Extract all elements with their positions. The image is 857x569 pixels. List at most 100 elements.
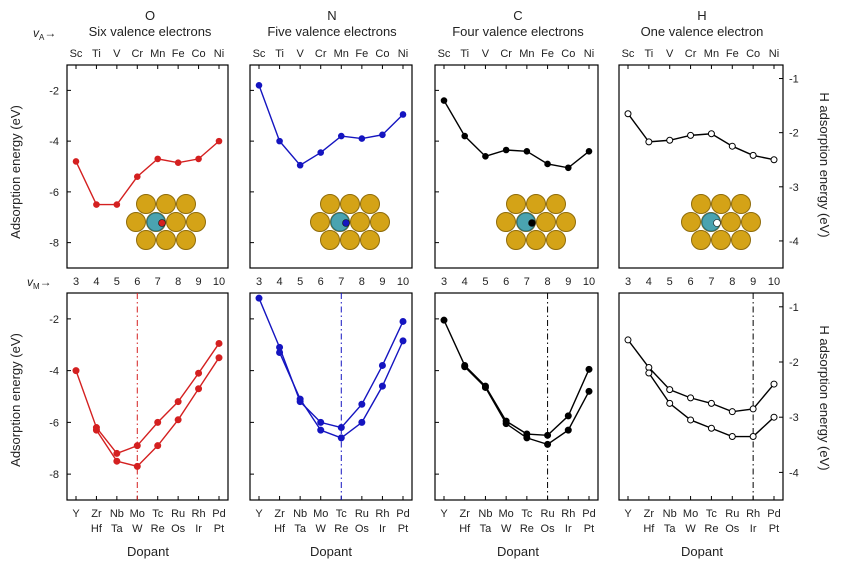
data-point xyxy=(133,173,141,180)
data-point xyxy=(72,367,80,375)
data-point xyxy=(358,400,366,408)
x-tick-label-5d: Ta xyxy=(111,523,124,535)
data-point xyxy=(399,317,407,325)
data-point xyxy=(770,380,778,388)
vm-tick-label: 5 xyxy=(114,276,120,288)
y-tick-label: -1 xyxy=(789,302,799,314)
x-tick-label-5d: Ir xyxy=(750,523,757,535)
x-tick-label: Sc xyxy=(438,48,451,60)
x-tick-label-4d: Ru xyxy=(725,508,739,520)
gold-atom xyxy=(186,212,206,232)
data-point xyxy=(687,416,695,424)
gold-atom xyxy=(536,212,556,232)
x-axis-label-n: Dopant xyxy=(310,544,352,559)
x-tick-label: Ti xyxy=(275,48,284,60)
data-point xyxy=(133,462,141,470)
gold-atom xyxy=(741,212,761,232)
data-point xyxy=(728,142,736,150)
x-tick-label-5d: Ir xyxy=(195,523,202,535)
series-line-4d xyxy=(75,343,220,455)
x-tick-label: Co xyxy=(375,48,389,60)
data-point xyxy=(195,155,202,163)
x-tick-label-5d: Ir xyxy=(379,523,386,535)
plot-frame xyxy=(66,64,229,269)
data-point xyxy=(72,158,80,165)
plot-frame xyxy=(618,64,784,269)
gold-atom xyxy=(721,212,741,232)
data-point xyxy=(440,97,448,104)
vm-tick-label: 3 xyxy=(73,276,79,288)
data-point xyxy=(585,365,593,373)
data-point xyxy=(215,354,223,362)
data-point xyxy=(378,382,386,390)
data-point xyxy=(687,394,695,402)
gold-atom xyxy=(526,230,546,250)
data-point xyxy=(707,130,715,138)
panel-title-h: H xyxy=(697,8,706,23)
data-point xyxy=(624,110,632,118)
x-tick-label-4d: Pd xyxy=(212,508,225,520)
series-line-4d xyxy=(258,297,404,429)
va-label: vA→ xyxy=(33,26,56,42)
plot-frame xyxy=(249,292,413,501)
data-point xyxy=(113,449,121,457)
data-point xyxy=(337,434,345,442)
vm-tick-label: 8 xyxy=(359,276,365,288)
x-tick-label-4d: Mo xyxy=(130,508,145,520)
chart-o-4d5d: -2 -4 -6 -8 3 4 5 6 7 8 9 10 Y Zr Nb Mo Tc Ru Rh Pd Hf Ta W Re O… xyxy=(49,276,229,535)
data-point xyxy=(523,434,531,442)
series-line-4d xyxy=(627,339,775,413)
x-tick-label: Fe xyxy=(172,48,185,60)
x-tick-label-4d: Ru xyxy=(171,508,185,520)
series-line-4d xyxy=(443,319,590,437)
gold-atom xyxy=(496,212,516,232)
x-tick-label-5d: Re xyxy=(704,523,718,535)
data-point xyxy=(564,164,572,172)
x-tick-label-4d: Tc xyxy=(706,508,718,520)
x-tick-label-5d: Os xyxy=(171,523,186,535)
data-point xyxy=(296,161,304,169)
vm-tick-label: 6 xyxy=(134,276,140,288)
x-tick-label: Co xyxy=(192,48,206,60)
data-point xyxy=(399,337,407,345)
gold-atom xyxy=(166,212,186,232)
plot-frame xyxy=(66,292,229,501)
data-point xyxy=(523,147,531,155)
x-tick-label: Ni xyxy=(769,48,779,60)
x-tick-label-5d: Ta xyxy=(664,523,677,535)
x-tick-label-5d: W xyxy=(685,523,696,535)
data-point xyxy=(666,399,674,407)
vm-tick-label: 4 xyxy=(93,276,99,288)
data-point xyxy=(174,416,182,424)
series-line xyxy=(75,140,220,206)
gold-atom xyxy=(711,230,731,250)
chart-o-3d: -2 -4 -6 -8 Sc Ti V Cr Mn Fe Co Ni xyxy=(49,48,229,269)
x-tick-label-5d: W xyxy=(501,523,512,535)
surface-model-inset xyxy=(496,194,576,250)
y2-axis-label-bottom: H adsorption energy (eV) xyxy=(817,325,832,470)
x-tick-label-5d: Pt xyxy=(214,523,224,535)
vm-tick-label: 5 xyxy=(667,276,673,288)
x-tick-label: Fe xyxy=(355,48,368,60)
gold-atom xyxy=(691,194,711,214)
gold-atom xyxy=(136,194,156,214)
vm-tick-label: 5 xyxy=(482,276,488,288)
data-point xyxy=(195,369,203,377)
x-tick-label: Sc xyxy=(70,48,83,60)
data-point xyxy=(154,155,162,163)
gold-atom xyxy=(731,230,751,250)
vm-tick-label: 8 xyxy=(175,276,181,288)
x-tick-label: Ni xyxy=(584,48,594,60)
data-point xyxy=(92,426,100,434)
vm-tick-label: 10 xyxy=(397,276,409,288)
data-point xyxy=(728,408,736,416)
surface-model-inset xyxy=(126,194,206,250)
x-tick-label-5d: Hf xyxy=(274,523,286,535)
data-point xyxy=(317,418,325,426)
chart-c-3d: Sc Ti V Cr Mn Fe Co Ni xyxy=(434,48,599,269)
y-tick-label: -6 xyxy=(49,187,59,199)
x-tick-label-4d: Tc xyxy=(521,508,533,520)
data-point xyxy=(645,138,653,146)
data-point xyxy=(317,149,325,156)
surface-model-inset xyxy=(681,194,761,250)
